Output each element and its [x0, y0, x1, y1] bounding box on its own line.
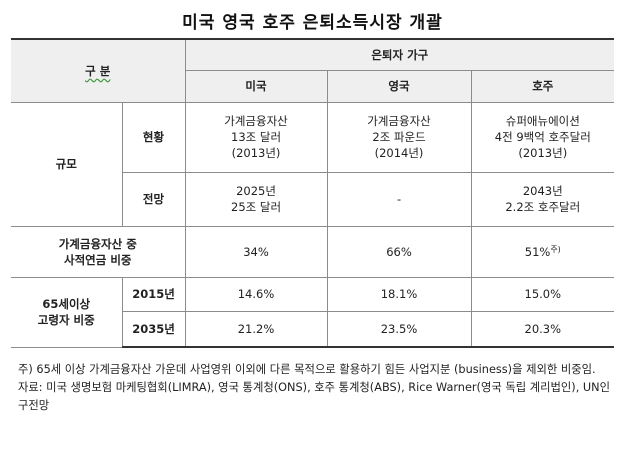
current-uk-line-3: (2014년): [374, 146, 424, 160]
current-uk-cell: 가계금융자산 2조 파운드 (2014년): [326, 101, 472, 173]
elderly-2015-au: 15.0%: [470, 276, 615, 312]
elderly-share-label: 65세이상 고령자 비중: [11, 276, 123, 348]
year-2035-label: 2035년: [121, 310, 186, 348]
category-header: 구 분: [11, 38, 186, 103]
current-label: 현황: [121, 101, 186, 173]
category-header-label: 구 분: [85, 63, 111, 78]
pension-share-label-line-1: 가계금융자산 중: [58, 236, 137, 251]
elderly-2015-uk: 18.1%: [326, 276, 472, 312]
country-header-au: 호주: [470, 69, 615, 103]
outlook-us-line-2: 25조 달러: [231, 200, 282, 214]
current-us-line-1: 가계금융자산: [224, 114, 288, 128]
pension-share-row: 가계금융자산 중 사적연금 비중 34% 66% 51%주): [11, 225, 615, 278]
current-au-line-1: 슈퍼애뉴에이션: [505, 114, 580, 128]
elderly-2015-us: 14.6%: [184, 276, 328, 312]
footnotes: 주) 65세 이상 가계금융자산 가운데 사업영위 이외에 다른 목적으로 활용…: [18, 361, 614, 415]
outlook-au-line-2: 2.2조 호주달러: [505, 200, 581, 214]
scale-outlook-row: 전망 2025년 25조 달러 - 2043년 2.2조 호주달러: [11, 171, 615, 227]
pension-share-label: 가계금융자산 중 사적연금 비중: [11, 225, 186, 278]
elderly-share-label-line-1: 65세이상: [42, 297, 91, 311]
year-2015-label: 2015년: [121, 276, 186, 312]
header-row-2: 미국 영국 호주: [11, 69, 615, 103]
outlook-us-cell: 2025년 25조 달러: [184, 171, 328, 227]
header-row-1: 구 분 은퇴자 가구: [11, 38, 615, 103]
current-us-line-3: (2013년): [231, 146, 281, 160]
outlook-au-cell: 2043년 2.2조 호주달러: [470, 171, 615, 227]
page-title: 미국 영국 호주 은퇴소득시장 개괄: [182, 13, 443, 33]
pension-share-uk: 66%: [326, 225, 472, 278]
pension-share-au-cell: 51%주): [470, 225, 615, 278]
outlook-au-line-1: 2043년: [522, 184, 563, 198]
current-au-line-3: (2013년): [518, 146, 568, 160]
retirement-market-table: 구 분 은퇴자 가구 미국 영국 호주 규모 현황 가계금융자산 13조 달러 …: [11, 38, 615, 348]
retiree-household-header: 은퇴자 가구: [184, 38, 615, 71]
country-header-uk: 영국: [326, 69, 472, 103]
outlook-label: 전망: [121, 171, 186, 227]
pension-share-us: 34%: [184, 225, 328, 278]
current-us-line-2: 13조 달러: [231, 130, 282, 144]
pension-share-au-footnote-mark: 주): [550, 244, 561, 254]
current-au-line-2: 4전 9백억 호주달러: [494, 130, 591, 144]
country-header-us: 미국: [184, 69, 328, 103]
current-uk-line-1: 가계금융자산: [367, 114, 431, 128]
current-us-cell: 가계금융자산 13조 달러 (2013년): [184, 101, 328, 173]
elderly-2035-us: 21.2%: [184, 310, 328, 348]
elderly-2035-uk: 23.5%: [326, 310, 472, 348]
outlook-us-line-1: 2025년: [236, 184, 276, 198]
current-au-cell: 슈퍼애뉴에이션 4전 9백억 호주달러 (2013년): [470, 101, 615, 173]
current-uk-line-2: 2조 파운드: [372, 130, 426, 144]
source-note: 자료: 미국 생명보험 마케팅협회(LIMRA), 영국 통계청(ONS), 호…: [18, 381, 610, 412]
pension-share-au: 51%: [524, 244, 551, 259]
footnote-business-equity: 주) 65세 이상 가계금융자산 가운데 사업영위 이외에 다른 목적으로 활용…: [18, 363, 596, 376]
elderly-2035-row: 2035년 21.2% 23.5% 20.3%: [11, 310, 615, 348]
scale-current-row: 규모 현황 가계금융자산 13조 달러 (2013년) 가계금융자산 2조 파운…: [11, 101, 615, 227]
outlook-uk-cell: -: [326, 171, 472, 227]
elderly-share-label-line-2: 고령자 비중: [37, 313, 95, 327]
pension-share-label-line-2: 사적연금 비중: [64, 252, 132, 267]
elderly-2015-row: 65세이상 고령자 비중 2015년 14.6% 18.1% 15.0%: [11, 276, 615, 348]
scale-label: 규모: [11, 101, 123, 227]
elderly-2035-au: 20.3%: [470, 310, 615, 348]
